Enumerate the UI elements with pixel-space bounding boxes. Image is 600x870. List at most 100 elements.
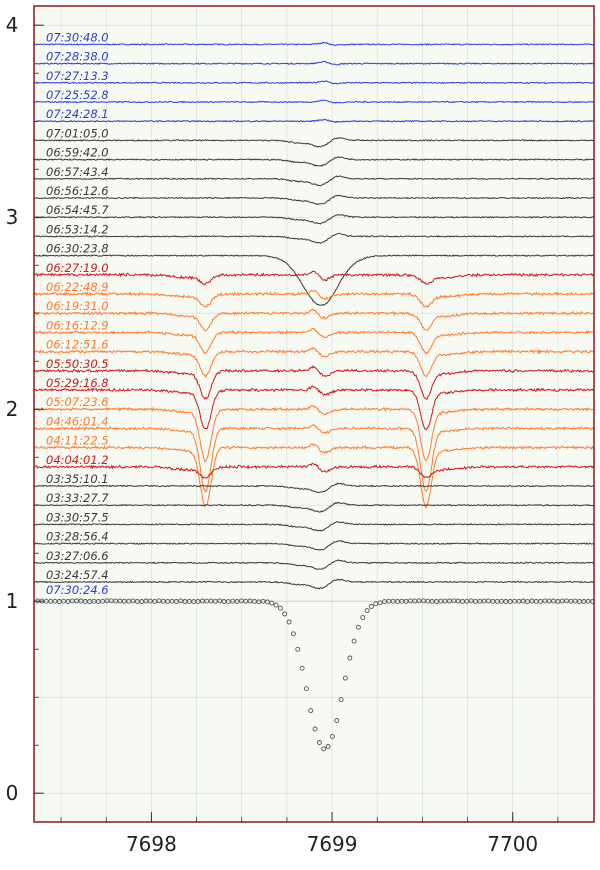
series-line <box>33 327 595 355</box>
y-tick-label: 2 <box>6 397 19 421</box>
reference-point <box>364 608 370 614</box>
reference-point <box>312 726 318 732</box>
y-tick-label: 0 <box>6 781 19 805</box>
series-label: 05:29:16.8 <box>46 376 109 390</box>
reference-point <box>264 599 270 605</box>
series-label: 04:04:01.2 <box>46 453 109 467</box>
reference-point <box>342 675 348 681</box>
series-line <box>33 232 595 244</box>
reference-point <box>368 604 374 609</box>
plot-background <box>34 6 594 822</box>
series-line <box>33 482 595 494</box>
reference-point <box>347 655 353 661</box>
reference-point <box>355 624 361 630</box>
series-line <box>33 462 595 479</box>
reference-point <box>334 718 340 723</box>
reference-label: 07:30:24.6 <box>46 583 109 597</box>
reference-point <box>325 744 331 749</box>
series-line <box>33 80 595 85</box>
reference-profile <box>34 598 596 752</box>
reference-point <box>256 599 262 605</box>
series-line <box>33 60 595 66</box>
series-line <box>33 385 595 431</box>
series-line <box>33 99 595 104</box>
series-label: 03:28:56.4 <box>46 530 109 544</box>
y-tick-label: 1 <box>6 589 19 613</box>
reference-point <box>290 631 296 637</box>
series-label: 06:57:43.4 <box>46 165 109 179</box>
plot-frame <box>33 5 595 823</box>
series-line <box>33 308 595 332</box>
series-label: 06:56:12.6 <box>46 184 109 198</box>
reference-point <box>282 611 288 617</box>
series-label: 05:50:30.5 <box>46 357 109 371</box>
series-line <box>33 443 595 510</box>
series-line <box>33 423 595 493</box>
reference-point <box>338 697 344 703</box>
x-tick-label: 7699 <box>307 832 358 856</box>
y-tick-label: 4 <box>6 13 19 37</box>
reference-point <box>403 598 409 604</box>
series-line <box>33 41 595 47</box>
series-line <box>33 270 595 286</box>
series-line <box>33 404 595 462</box>
reference-point <box>277 605 283 611</box>
series-line <box>33 289 595 309</box>
reference-point <box>538 598 543 604</box>
series-line <box>33 501 595 513</box>
series-line <box>33 520 595 532</box>
axis-ticks <box>34 24 559 822</box>
reference-point <box>295 646 301 652</box>
series-label: 06:30:23.8 <box>46 242 109 256</box>
series-line <box>33 578 595 590</box>
series-line <box>33 137 595 148</box>
series-label: 05:07:23.6 <box>46 395 109 409</box>
series-line <box>33 214 595 225</box>
reference-point <box>286 619 292 625</box>
reference-point <box>377 600 383 606</box>
reference-point <box>316 740 322 745</box>
reference-point <box>303 686 309 692</box>
reference-point <box>269 600 275 606</box>
reference-point <box>195 599 201 604</box>
axis-tick-labels: 7698 7699 7700 0 1 2 3 4 <box>6 13 539 856</box>
reference-point <box>173 599 179 604</box>
series-label: 03:30:57.5 <box>46 510 109 524</box>
series-label: 03:24:57.4 <box>46 568 109 582</box>
series-line <box>33 118 594 124</box>
reference-point <box>308 708 314 714</box>
series-label: 06:19:31.0 <box>46 299 109 313</box>
reference-point <box>299 665 305 671</box>
series-label: 07:30:48.0 <box>46 30 109 44</box>
series-label: 06:53:14.2 <box>46 222 109 236</box>
series-label: 07:24:28.1 <box>46 107 109 121</box>
reference-point <box>351 638 357 644</box>
series-label: 03:27:06.6 <box>46 549 109 563</box>
x-tick-label: 7698 <box>126 832 177 856</box>
series-label: 06:16:12.9 <box>46 318 109 332</box>
reference-point <box>360 615 366 621</box>
series-label: 07:27:13.3 <box>46 69 109 83</box>
reference-point <box>525 599 530 605</box>
series-line <box>33 559 595 570</box>
x-tick-label: 7700 <box>487 832 538 856</box>
series-layer <box>33 41 595 590</box>
series-label: 04:11:22.5 <box>46 434 109 448</box>
series-label: 06:22:48.9 <box>46 280 109 294</box>
series-line <box>33 194 595 206</box>
reference-point <box>273 602 279 608</box>
series-line <box>33 175 594 187</box>
series-label: 07:28:38.0 <box>46 50 109 64</box>
reference-point <box>321 746 327 752</box>
series-label: 07:01:05.0 <box>46 126 109 140</box>
series-label: 07:25:52.8 <box>46 88 109 102</box>
series-line <box>33 346 595 379</box>
series-label: 06:59:42.0 <box>46 146 109 160</box>
series-line <box>33 156 595 167</box>
series-label: 04:46:01.4 <box>46 414 109 428</box>
reference-point <box>329 733 335 739</box>
timestamp-labels: 07:30:48.0 07:28:38.0 07:27:13.3 07:25:52.8… <box>46 30 109 597</box>
series-label: 06:12:51.6 <box>46 338 109 352</box>
